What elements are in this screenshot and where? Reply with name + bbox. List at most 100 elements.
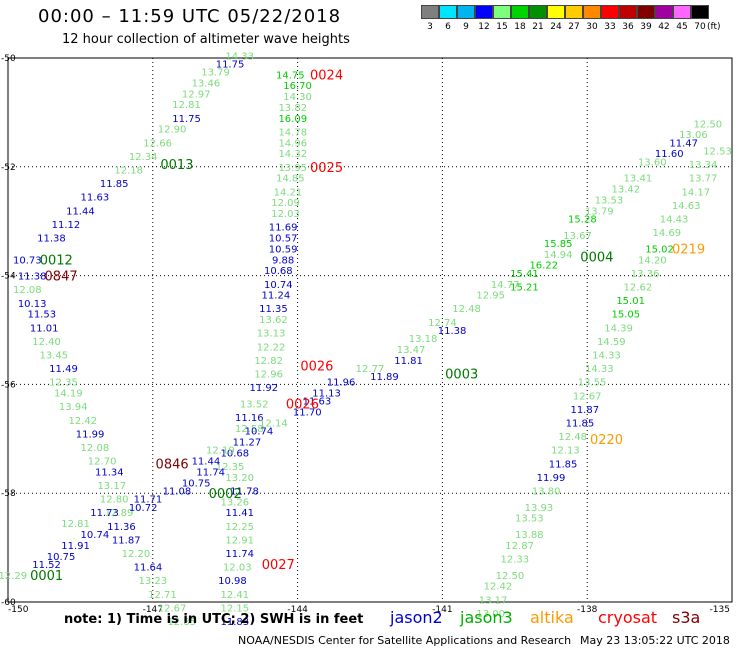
wave-height-value: 10.57 [269,234,298,245]
wave-height-value: 15.05 [611,310,640,321]
wave-height-value: 10.74 [81,530,110,541]
pass-label: 0001 [30,569,63,584]
wave-height-value: 11.85 [100,179,129,190]
wave-height-value: 11.78 [230,486,259,497]
wave-height-value: 14.19 [54,389,83,400]
wave-height-value: 11.99 [76,429,105,440]
wave-height-value: 13.23 [138,576,167,587]
wave-height-value: 13.17 [97,481,126,492]
legend-label: 12 [478,22,490,32]
wave-height-value: 11.92 [249,383,278,394]
legend-swatch [637,5,655,19]
wave-height-value: 11.71 [134,495,163,506]
wave-height-value: 11.89 [370,372,399,383]
wave-height-value: 12.15 [221,603,250,614]
wave-height-value: 13.79 [585,206,614,217]
legend-label: 70 [694,22,706,32]
wave-height-value: 12.08 [13,285,42,296]
wave-height-value: 11.60 [655,149,684,160]
wave-height-value: 13.06 [679,130,708,141]
legend-label: 3 [427,22,433,32]
longitude-label: -138 [577,605,598,615]
satellite-name: jason3 [460,608,513,627]
wave-height-value: 10.73 [13,255,42,266]
wave-height-value: 11.83 [221,617,250,628]
legend-swatch [673,5,691,19]
track-0001-0002-0003-0004: 12.2911.5210.7511.9110.7412.8111.7311.71… [0,119,722,582]
wave-height-value: 11.91 [61,541,90,552]
wave-height-value: 15.21 [510,282,539,293]
legend-label: 27 [568,22,580,32]
longitude-label: -147 [143,605,163,615]
pass-label: 0003 [445,368,478,383]
latitude-label: -50 [1,54,16,64]
wave-height-value: 14.33 [225,51,254,62]
legend-swatch [511,5,529,19]
wave-height-value: 12.14 [259,418,288,429]
wave-height-value: 11.38 [18,272,47,283]
wave-height-value: 13.34 [689,160,718,171]
legend-swatch [457,5,475,19]
pass-label: 0024 [310,68,343,83]
wave-height-value: 12.74 [428,318,457,329]
satellite-name: jason2 [390,608,443,627]
wave-height-value: 13.20 [225,473,254,484]
wave-height-value: 14.20 [638,255,667,266]
legend-swatch [475,5,493,19]
wave-height-value: 13.95 [278,163,307,174]
pass-label: 0004 [580,251,613,266]
legend-swatch [529,5,547,19]
track-0012-0013: 11.7514.3313.7913.4612.9712.8111.7512.90… [13,51,254,266]
wave-height-value: 11.53 [27,310,56,321]
wave-height-value: 15.02 [645,244,674,255]
longitude-label: -135 [710,605,730,615]
wave-height-value: 13.53 [515,514,544,525]
wave-height-value: 13.53 [595,195,624,206]
wave-height-value: 12.71 [148,590,177,601]
wave-height-value: 12.48 [452,304,481,315]
wave-height-value: 11.35 [259,304,288,315]
wave-height-value: 13.13 [257,329,286,340]
wave-height-value: 12.50 [694,119,723,130]
wave-height-value: 10.13 [18,299,47,310]
wave-height-value: 12.85 [167,617,196,628]
wave-height-value: 12.77 [356,364,385,375]
longitude-label: -141 [432,605,452,615]
wave-height-value: 11.81 [394,356,423,367]
latitude-label: -60 [1,598,16,608]
legend-swatch [565,5,583,19]
wave-height-value: 12.91 [225,535,254,546]
legend-label: 42 [658,22,670,32]
legend-label: 15 [496,22,508,32]
wave-height-value: 11.08 [163,486,192,497]
wave-height-value: 11.24 [262,291,291,302]
wave-height-value: 12.33 [500,554,529,565]
wave-height-value: 14.69 [653,228,682,239]
wave-height-value: 16.22 [529,261,558,272]
pass-label: 0847 [45,270,78,285]
latitude-label: -54 [1,272,16,282]
legend-label: 39 [640,22,652,32]
wave-height-value: 12.97 [182,89,211,100]
latitude-label: -58 [1,489,16,499]
wave-height-value: 12.25 [225,522,254,533]
wave-height-value: 11.16 [235,413,264,424]
wave-height-value: 16.70 [283,81,312,92]
wave-height-value: 11.73 [90,508,119,519]
wave-height-value: 12.70 [88,457,117,468]
legend-swatch [439,5,457,19]
wave-height-value: 13.88 [515,530,544,541]
wave-height-value: 13.93 [525,503,554,514]
legend-label: 21 [532,22,544,32]
wave-height-value: 11.49 [49,364,78,375]
pass-label: 0026 [286,397,319,412]
legend-label: 24 [550,22,562,32]
legend-swatch [583,5,601,19]
wave-height-value: 14.59 [597,337,626,348]
wave-height-value: 14.43 [660,214,689,225]
wave-height-value: 11.74 [196,467,225,478]
pass-label: 0012 [40,253,73,268]
wave-height-value: 12.09 [271,198,300,209]
wave-height-value: 14.30 [283,92,312,103]
